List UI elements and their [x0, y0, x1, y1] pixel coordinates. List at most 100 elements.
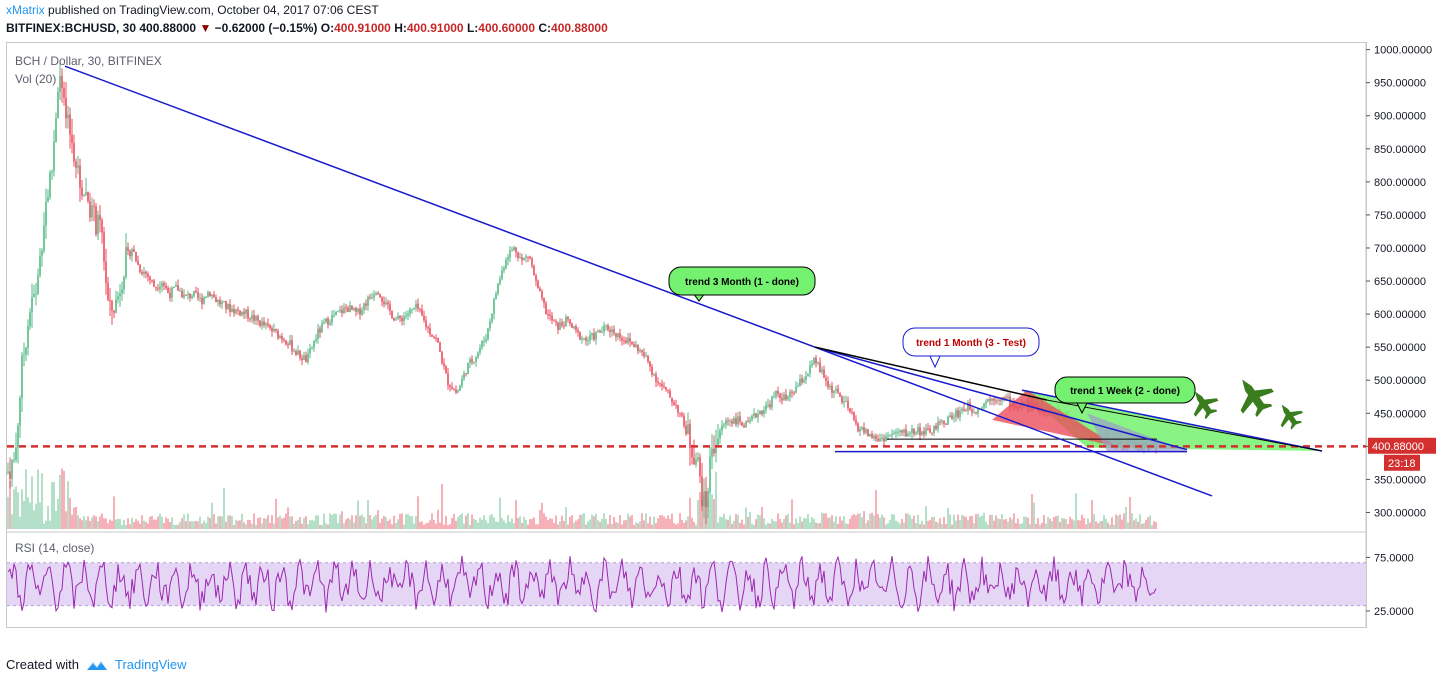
volume-bar	[605, 518, 607, 529]
volume-bar	[131, 517, 133, 529]
candle-body	[405, 315, 407, 317]
volume-bar	[663, 516, 665, 529]
volume-bar	[89, 520, 91, 529]
volume-bar	[95, 516, 97, 529]
candle-body	[413, 308, 415, 310]
volume-bar	[781, 522, 783, 529]
candle-body	[849, 408, 851, 412]
volume-bar	[689, 497, 691, 529]
candle-body	[597, 330, 599, 333]
candle-body	[957, 410, 959, 418]
volume-bar	[307, 524, 309, 529]
volume-bar	[445, 515, 447, 529]
candle-body	[295, 351, 297, 356]
candle-body	[245, 309, 247, 315]
candle-body	[437, 337, 439, 343]
volume-bar	[951, 524, 953, 529]
candle-body	[771, 396, 773, 408]
candles	[7, 61, 1157, 524]
volume-bar	[257, 518, 259, 529]
candle-body	[835, 388, 837, 391]
candle-body	[513, 247, 515, 251]
volume-bar	[1059, 521, 1061, 529]
candle-body	[489, 321, 491, 329]
candle-body	[153, 280, 155, 287]
volume-bar	[1051, 521, 1053, 529]
candle-body	[47, 197, 49, 202]
candle-body	[409, 309, 411, 314]
candle-body	[719, 430, 721, 439]
candle-body	[267, 323, 269, 326]
volume-bar	[955, 520, 957, 529]
volume-bar	[481, 519, 483, 529]
candle-body	[163, 282, 165, 286]
volume-bar	[1083, 518, 1085, 529]
candle-body	[451, 387, 453, 390]
volume-bar	[91, 517, 93, 529]
volume-bar	[823, 513, 825, 529]
callout-0: trend 3 Month (1 - done)	[668, 266, 816, 302]
chart-panel[interactable]: trend 3 Month (1 - done) trend 1 Month (3…	[6, 42, 1436, 628]
volume-bar	[317, 515, 319, 529]
volume-bar	[751, 523, 753, 529]
volume-bar	[829, 517, 831, 529]
volume-bar	[563, 520, 565, 529]
volume-bar	[463, 523, 465, 529]
candle-body	[721, 425, 723, 431]
volume-bar	[807, 514, 809, 529]
volume-bar	[591, 514, 593, 529]
volume-bar	[533, 517, 535, 529]
low-value: 400.60000	[478, 21, 535, 35]
volume-bar	[103, 518, 105, 529]
volume-bar	[235, 519, 237, 529]
volume-bar	[571, 515, 573, 529]
candle-body	[971, 409, 973, 413]
candle-body	[411, 308, 413, 310]
candle-body	[789, 391, 791, 397]
volume-bar	[1043, 515, 1045, 529]
volume-bar	[511, 518, 513, 529]
volume-bar	[759, 515, 761, 529]
candle-body	[83, 194, 85, 196]
publish-info: published on TradingView.com, October 04…	[48, 3, 379, 17]
volume-bar	[1013, 513, 1015, 529]
volume-bar	[515, 500, 517, 529]
volume-bar	[173, 524, 175, 529]
candle-body	[261, 321, 263, 326]
chart-svg[interactable]: trend 3 Month (1 - done) trend 1 Month (3…	[7, 43, 1440, 627]
candle-body	[395, 319, 397, 321]
volume-bar	[375, 514, 377, 529]
volume-bar	[1133, 520, 1135, 529]
candle-body	[801, 378, 803, 383]
candle-body	[273, 328, 275, 332]
volume-bar	[395, 522, 397, 529]
candle-body	[1003, 397, 1005, 399]
candle-body	[91, 205, 93, 218]
volume-bar	[77, 515, 79, 529]
candle-body	[301, 358, 303, 360]
candle-body	[861, 427, 863, 430]
volume-bar	[535, 524, 537, 529]
candle-body	[237, 309, 239, 311]
volume-bar	[397, 519, 399, 529]
candle-body	[381, 297, 383, 302]
candle-body	[461, 379, 463, 387]
candle-body	[1005, 397, 1007, 399]
candle-body	[601, 331, 603, 333]
author-link[interactable]: xMatrix	[6, 3, 45, 17]
candle-body	[33, 293, 35, 298]
volume-bar	[847, 524, 849, 529]
volume-bar	[255, 524, 257, 529]
tradingview-brand-link[interactable]: TradingView	[114, 657, 187, 672]
candle-body	[725, 420, 727, 425]
volume-bar	[855, 515, 857, 529]
volume-bar	[1045, 523, 1047, 529]
candle-body	[623, 340, 625, 342]
price-tick-label: 700.00000	[1374, 243, 1426, 255]
candle-body	[519, 257, 521, 259]
ticker-symbol[interactable]: BITFINEX:BCHUSD, 30	[6, 21, 137, 35]
volume-bar	[723, 513, 725, 529]
volume-bar	[867, 520, 869, 529]
volume-bar	[727, 519, 729, 529]
candle-body	[205, 297, 207, 299]
